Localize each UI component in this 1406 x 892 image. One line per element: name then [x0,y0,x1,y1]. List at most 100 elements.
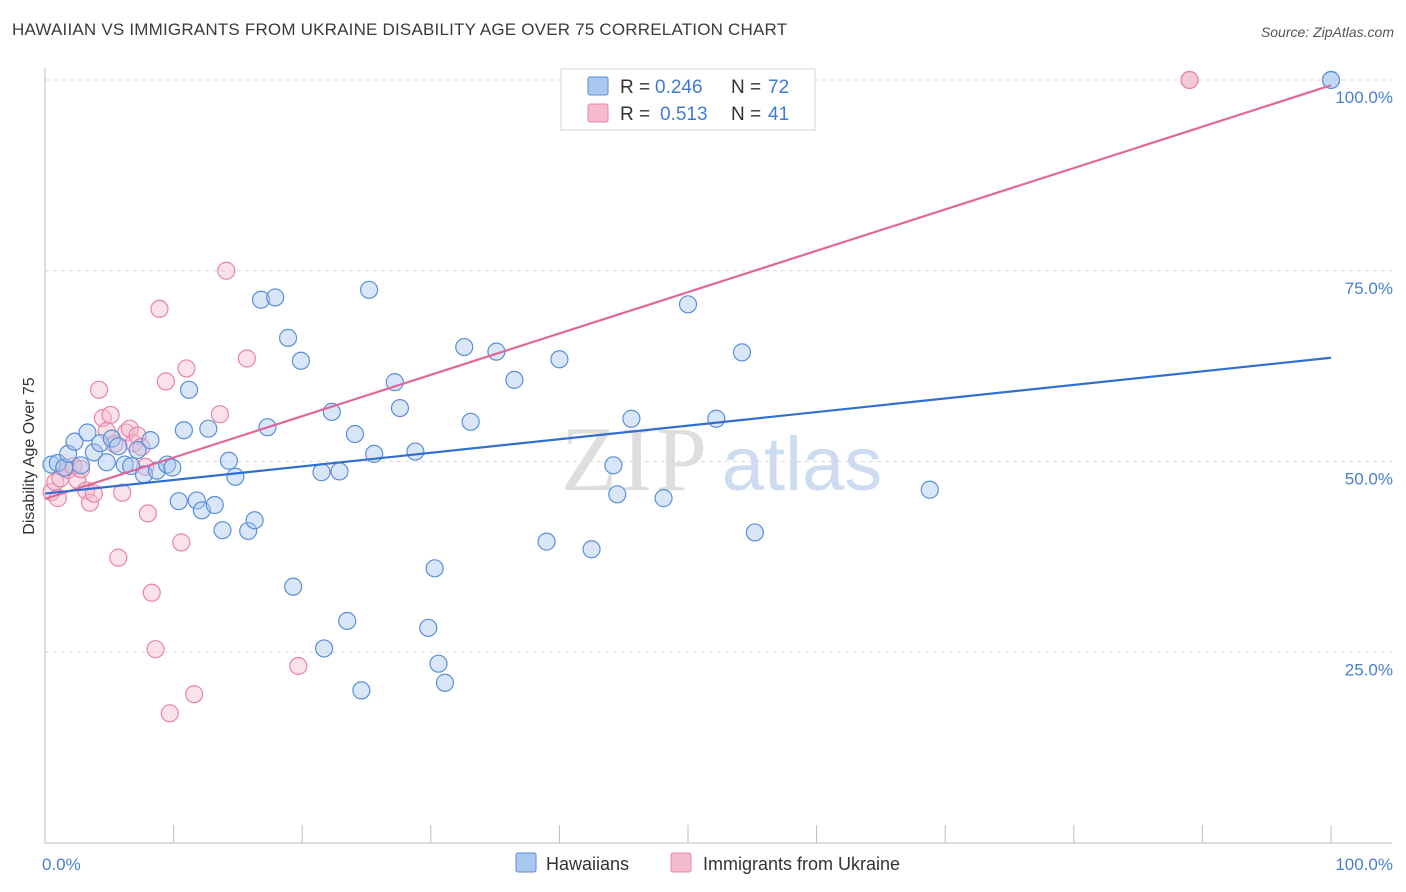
hawaiians-point-10 [102,429,121,448]
ukraine-point-12 [89,380,109,399]
hawaiians-point-11 [109,437,128,456]
hawaiians-point-22 [179,380,199,399]
hawaiians-point-26 [205,495,224,515]
hawaiians-point-52 [429,654,448,673]
hawaiians-point-59 [550,350,569,369]
ukraine-point-31 [172,533,191,552]
legend-swatch-hawaiians [587,76,609,96]
ukraine-point-28 [150,299,169,318]
bottom-legend-label-ukraine: Immigrants from Ukraine [703,854,900,874]
legend-n-label-ukraine: N = [731,104,761,125]
ukraine-point-15 [101,405,120,425]
ukraine-point-35 [217,261,236,280]
ukraine-point-36 [237,349,257,368]
ukraine-point-17 [109,548,128,567]
hawaiians-point-5 [71,456,91,475]
watermark-atlas: atlas [722,422,883,507]
hawaiians-point-44 [352,681,371,700]
hawaiians-point-43 [345,424,365,444]
hawaiians-point-30 [239,521,258,541]
ukraine-point-34 [210,405,229,424]
bottom-legend-swatch-ukraine [670,852,692,873]
legend-r-label-hawaiians: R = [620,77,650,98]
hawaiians-point-42 [338,611,357,631]
hawaiians-point-68 [745,523,764,542]
hawaiians-point-25 [199,419,218,438]
hawaiians-point-4 [65,432,84,451]
ukraine-point-33 [185,685,204,704]
y-tick-label-50: 50.0% [1345,470,1393,489]
hawaiians-point-65 [678,295,698,314]
hawaiians-point-39 [314,639,334,658]
ukraine-point-27 [146,640,165,659]
bottom-legend-swatch-hawaiians [515,852,537,873]
hawaiians-point-69 [920,480,939,499]
hawaiians-point-32 [251,290,271,309]
ukraine-point-37 [289,656,308,676]
trend-line-hawaiians [44,356,1332,495]
legend-n-label-hawaiians: N = [731,77,761,98]
hawaiians-point-28 [219,451,238,470]
x-tick-labels: 0.0% 100.0% [42,855,1393,874]
hawaiians-point-21 [174,421,193,440]
hawaiians-point-45 [359,280,379,299]
hawaiians-point-51 [425,559,444,578]
bottom-legend-label-hawaiians: Hawaiians [546,854,629,874]
y-tick-label-25: 25.0% [1345,660,1393,679]
hawaiians-point-23 [187,491,206,510]
ukraine-point-26 [142,583,161,602]
hawaiians-point-67 [732,343,752,362]
ukraine-point-29 [156,372,175,391]
hawaiians-point-66 [707,409,726,428]
y-axis-label: Disability Age Over 75 [21,377,38,535]
trend-lines [44,84,1332,500]
correlation-legend: R = 0.246 N = 72 R = 0.513 N = 41 [560,68,816,131]
y-tick-label-75: 75.0% [1345,279,1393,298]
hawaiians-point-57 [505,370,524,389]
hawaiians-point-71 [1321,70,1341,90]
hawaiians-point-37 [291,351,311,370]
ukraine-point-32 [177,359,196,378]
hawaiians-point-14 [128,440,147,460]
hawaiians-point-61 [604,456,623,475]
trend-line-ukraine [44,84,1332,500]
hawaiians-point-48 [390,398,410,418]
hawaiians-point-54 [455,337,474,357]
hawaiians-point-27 [213,521,232,540]
hawaiians-point-7 [84,443,103,462]
hawaiians-point-47 [385,373,404,392]
axes [44,68,1392,844]
hawaiians-point-63 [622,409,641,428]
series-hawaiians [42,70,1341,700]
hawaiians-point-49 [406,442,425,461]
legend-r-value-hawaiians: 0.246 [655,77,703,98]
gridlines [45,79,1392,653]
ukraine-point-40 [1180,70,1199,90]
legend-r-value-ukraine: 0.513 [660,104,708,125]
ukraine-point-30 [160,704,179,723]
hawaiians-point-55 [461,412,480,431]
hawaiians-point-31 [245,511,264,530]
y-tick-labels: 25.0% 50.0% 75.0% 100.0% [1335,88,1393,679]
ukraine-point-25 [138,504,157,523]
ukraine-point-20 [120,419,139,438]
hawaiians-point-16 [141,431,160,450]
watermark-zip: ZIP [561,408,711,510]
hawaiians-point-36 [284,577,303,596]
legend-n-value-hawaiians: 72 [768,77,789,98]
hawaiians-point-64 [654,489,673,508]
hawaiians-point-62 [608,485,627,504]
hawaiians-point-6 [78,423,97,442]
hawaiians-point-34 [266,288,285,307]
chart-title: HAWAIIAN VS IMMIGRANTS FROM UKRAINE DISA… [12,20,788,39]
series-legend: Hawaiians Immigrants from Ukraine [515,852,900,874]
hawaiians-point-19 [163,458,182,477]
y-tick-label-100: 100.0% [1335,88,1393,107]
hawaiians-point-20 [169,492,188,511]
hawaiians-point-38 [312,463,331,482]
watermark: ZIP atlas [561,408,882,510]
x-tick-label-min: 0.0% [42,855,81,874]
hawaiians-point-50 [419,618,438,637]
ukraine-point-10 [80,493,100,512]
